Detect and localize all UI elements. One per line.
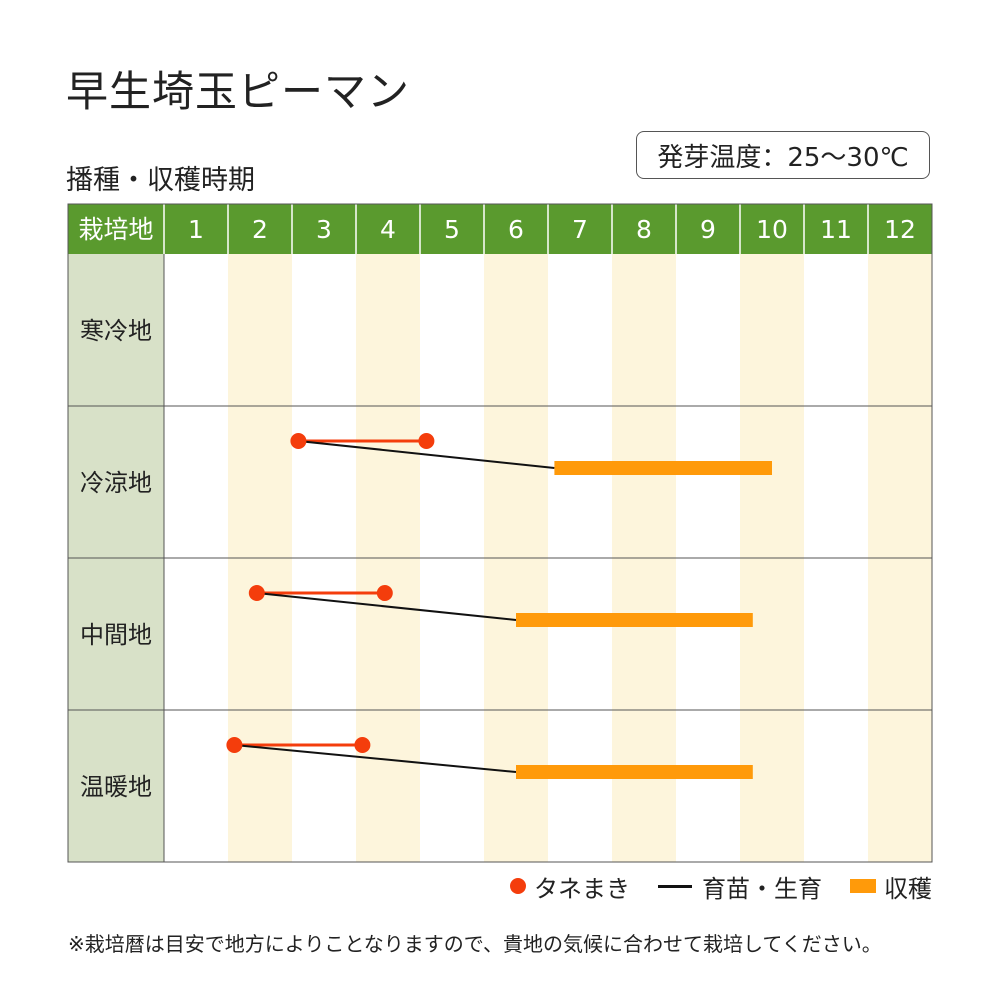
chart-legend: タネまき 育苗・生育 収穫 [0,868,932,904]
month-label-12: 12 [884,215,916,244]
region-label: 中間地 [80,621,152,649]
month-label-9: 9 [700,215,716,244]
month-label-2: 2 [252,215,268,244]
harvest-bar [516,765,753,779]
header-region-label: 栽培地 [78,215,153,244]
month-label-5: 5 [444,215,460,244]
sowing-start-dot [290,433,307,449]
sowing-start-dot [248,585,265,601]
nursery-growth-line [234,744,517,773]
month-label-4: 4 [380,215,396,244]
sowing-end-dot [376,585,393,601]
legend-sowing: タネまき [510,869,630,904]
region-label: 寒冷地 [80,317,152,345]
nursery-line-icon [658,884,692,888]
month-label-3: 3 [316,215,332,244]
harvest-bar [554,461,772,475]
sowing-end-dot [418,433,435,449]
legend-sowing-label: タネまき [534,874,630,903]
month-label-6: 6 [508,215,524,244]
nursery-growth-line [298,440,555,469]
sowing-dot-icon [510,878,526,894]
germination-temperature-badge: 発芽温度：25〜30℃ [636,131,930,179]
harvest-bar-icon [850,879,876,893]
month-label-11: 11 [820,215,852,244]
month-label-7: 7 [572,215,588,244]
header-row [68,204,932,254]
footnote: ※栽培暦は目安で地方によりことなりますので、貴地の気候に合わせて栽培してください… [68,932,882,956]
chart-border [67,203,933,863]
month-label-1: 1 [188,215,204,244]
legend-nursery-label: 育苗・生育 [702,874,822,903]
sowing-start-dot [226,737,243,753]
sowing-end-dot [354,737,371,753]
germination-temperature-text: 発芽温度：25〜30℃ [657,142,909,173]
page-title: 早生埼玉ピーマン [66,67,411,116]
region-label: 温暖地 [80,773,152,801]
region-label: 冷涼地 [80,469,152,497]
month-label-10: 10 [756,215,788,244]
legend-harvest: 収穫 [850,869,932,904]
harvest-bar [516,613,753,627]
legend-nursery: 育苗・生育 [658,869,822,904]
nursery-growth-line [256,592,517,621]
month-label-8: 8 [636,215,652,244]
legend-harvest-label: 収穫 [884,874,932,903]
chart-subtitle: 播種・収穫時期 [66,165,255,196]
